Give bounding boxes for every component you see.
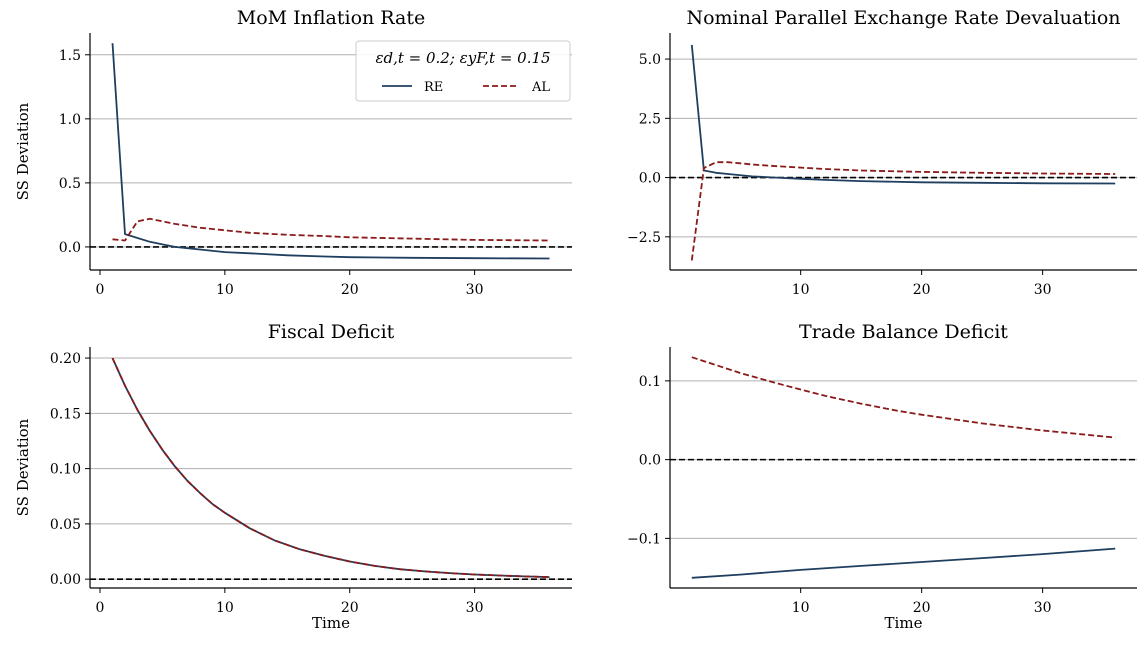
y-tick-label: 1.5	[59, 48, 81, 64]
panel-4: −0.1 0.0 0.1 10 20 30 Trade Balance Deficit Tim…	[627, 321, 1137, 632]
y-tick-label: −0.1	[627, 531, 661, 547]
x-tick-label: 10	[792, 600, 810, 616]
panel-title: Fiscal Deficit	[268, 321, 395, 343]
x-tick-label: 10	[792, 282, 810, 298]
x-tick-label: 20	[913, 600, 931, 616]
y-axis-label: SS Deviation	[14, 102, 32, 200]
y-tick-label: 0.1	[639, 374, 661, 390]
legend-title: εd,t = 0.2; εyF,t = 0.15	[375, 49, 550, 67]
y-tick-label: 0.05	[50, 517, 81, 533]
panel-title: Trade Balance Deficit	[799, 321, 1008, 343]
y-tick-label: 0.20	[50, 351, 81, 367]
legend-label-al: AL	[531, 80, 550, 95]
y-tick-label: 5.0	[639, 52, 661, 68]
series-line-re	[111, 43, 550, 260]
series-line-al	[112, 217, 550, 242]
legend: εd,t = 0.2; εyF,t = 0.15 RE AL	[355, 40, 571, 102]
series-line-al	[690, 161, 1116, 261]
legend-label-re: RE	[424, 80, 443, 95]
panel-title: MoM Inflation Rate	[237, 7, 426, 29]
y-axis-label: SS Deviation	[14, 418, 32, 516]
panel-3: 0.00 0.05 0.10 0.15 0.20 0 10 20 30 Fiscal Defici…	[14, 321, 572, 632]
x-tick-label: 20	[341, 282, 359, 298]
series-line-al	[691, 356, 1116, 439]
panel-1: 0.0 0.5 1.0 1.5 0 10 20 30 MoM Inflation Rate SS …	[14, 7, 572, 298]
x-axis-label: Time	[885, 614, 923, 632]
y-tick-label: 2.5	[639, 111, 661, 127]
series-line-al	[111, 357, 550, 578]
x-axis-label: Time	[312, 614, 350, 632]
y-tick-label: 0.15	[50, 406, 81, 422]
y-tick-label: 0.00	[50, 572, 81, 588]
series-line-re	[691, 547, 1116, 579]
x-tick-label: 0	[96, 282, 105, 298]
x-tick-label: 20	[913, 282, 931, 298]
x-tick-label: 10	[216, 600, 234, 616]
y-tick-label: 0.0	[639, 453, 661, 469]
series-line-re	[690, 44, 1116, 185]
x-tick-label: 10	[216, 282, 234, 298]
x-tick-label: 30	[1034, 282, 1052, 298]
y-tick-label: 1.0	[59, 112, 81, 128]
panel-2: −2.5 0.0 2.5 5.0 10 20 30 Nominal Parallel Exch…	[627, 7, 1137, 298]
x-tick-label: 30	[466, 282, 484, 298]
x-tick-label: 20	[341, 600, 359, 616]
y-tick-label: 0.10	[50, 462, 81, 478]
y-tick-label: 0.0	[639, 171, 661, 187]
series-line-re	[111, 357, 550, 578]
y-tick-label: 0.5	[59, 176, 81, 192]
x-tick-label: 30	[1034, 600, 1052, 616]
x-tick-label: 30	[466, 600, 484, 616]
x-tick-label: 0	[96, 600, 105, 616]
panel-title: Nominal Parallel Exchange Rate Devaluati…	[686, 7, 1120, 29]
y-tick-label: 0.0	[59, 240, 81, 256]
y-tick-label: −2.5	[627, 230, 661, 246]
